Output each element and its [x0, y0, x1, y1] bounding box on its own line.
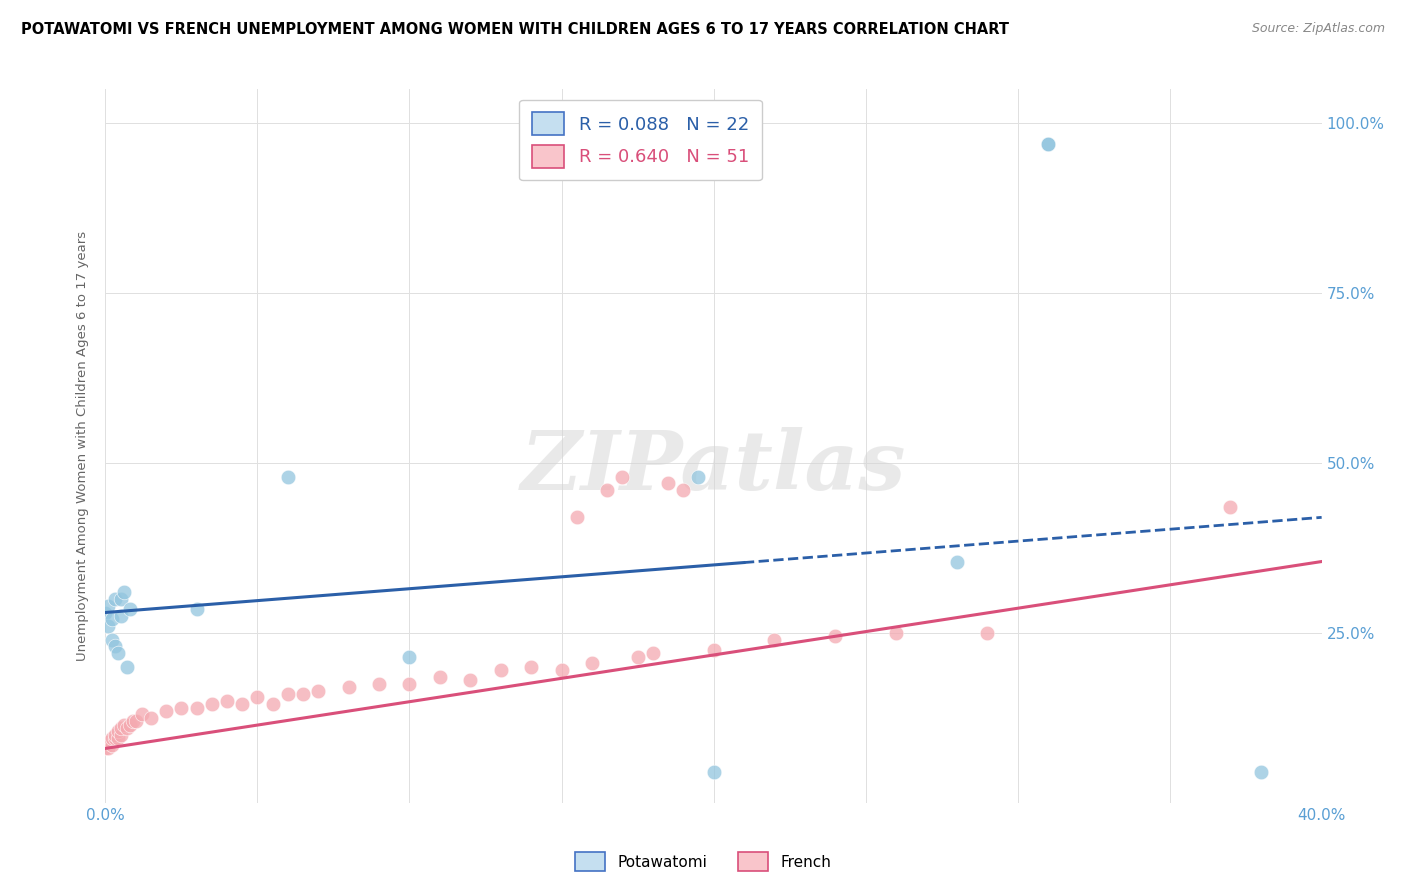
Y-axis label: Unemployment Among Women with Children Ages 6 to 17 years: Unemployment Among Women with Children A…: [76, 231, 90, 661]
Point: [612, 469, 634, 483]
Point: [307, 683, 329, 698]
Point: [110, 728, 132, 742]
Point: [100, 731, 122, 746]
Point: [94, 606, 117, 620]
Point: [170, 700, 193, 714]
Point: [125, 714, 148, 729]
Point: [596, 483, 619, 498]
Point: [131, 707, 153, 722]
Point: [1036, 136, 1059, 151]
Point: [112, 585, 135, 599]
Point: [763, 632, 786, 647]
Point: [115, 660, 138, 674]
Point: [1250, 765, 1272, 780]
Point: [103, 731, 125, 746]
Point: [641, 646, 664, 660]
Point: [657, 476, 679, 491]
Point: [702, 643, 725, 657]
Point: [110, 591, 132, 606]
Point: [100, 738, 122, 752]
Text: ZIPatlas: ZIPatlas: [520, 427, 907, 508]
Point: [702, 765, 725, 780]
Point: [100, 632, 122, 647]
Point: [103, 728, 125, 742]
Point: [97, 734, 120, 748]
Legend: Potawatomi, French: Potawatomi, French: [568, 847, 838, 877]
Point: [115, 721, 138, 735]
Point: [824, 629, 846, 643]
Legend: R = 0.088   N = 22, R = 0.640   N = 51: R = 0.088 N = 22, R = 0.640 N = 51: [519, 100, 762, 180]
Point: [884, 626, 907, 640]
Point: [458, 673, 481, 688]
Point: [97, 599, 120, 613]
Point: [155, 704, 177, 718]
Point: [945, 555, 967, 569]
Point: [121, 714, 143, 729]
Text: POTAWATOMI VS FRENCH UNEMPLOYMENT AMONG WOMEN WITH CHILDREN AGES 6 TO 17 YEARS C: POTAWATOMI VS FRENCH UNEMPLOYMENT AMONG …: [21, 22, 1010, 37]
Point: [277, 687, 299, 701]
Point: [139, 711, 162, 725]
Point: [672, 483, 695, 498]
Point: [398, 649, 420, 664]
Point: [107, 731, 129, 746]
Point: [550, 663, 572, 677]
Point: [186, 602, 208, 616]
Point: [262, 698, 284, 712]
Point: [246, 690, 269, 705]
Point: [976, 626, 998, 640]
Point: [110, 721, 132, 735]
Point: [103, 640, 125, 654]
Point: [277, 469, 299, 483]
Point: [118, 602, 141, 616]
Point: [1036, 136, 1059, 151]
Point: [581, 657, 603, 671]
Point: [489, 663, 512, 677]
Point: [292, 687, 315, 701]
Point: [97, 741, 120, 756]
Point: [186, 700, 208, 714]
Point: [217, 694, 239, 708]
Point: [688, 469, 710, 483]
Point: [626, 649, 648, 664]
Point: [107, 724, 129, 739]
Point: [565, 510, 588, 524]
Point: [520, 660, 543, 674]
Point: [97, 619, 120, 633]
Point: [231, 698, 253, 712]
Point: [94, 741, 117, 756]
Point: [118, 717, 141, 731]
Point: [112, 717, 135, 731]
Point: [103, 591, 125, 606]
Point: [201, 698, 224, 712]
Point: [1219, 500, 1241, 515]
Point: [368, 677, 391, 691]
Point: [337, 680, 360, 694]
Text: Source: ZipAtlas.com: Source: ZipAtlas.com: [1251, 22, 1385, 36]
Point: [398, 677, 420, 691]
Point: [100, 612, 122, 626]
Point: [107, 646, 129, 660]
Point: [429, 670, 451, 684]
Point: [110, 608, 132, 623]
